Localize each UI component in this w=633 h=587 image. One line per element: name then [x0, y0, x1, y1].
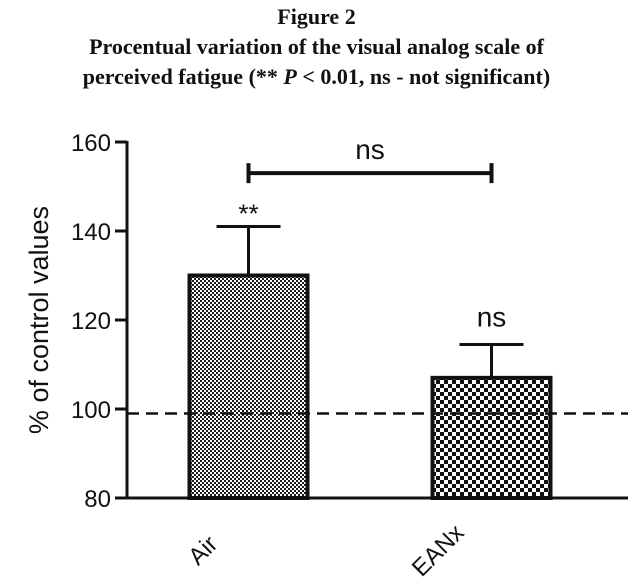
comparison-label: ns [355, 134, 385, 165]
x-tick-label: EANx [407, 519, 469, 581]
figure-title-line-2: perceived fatigue (** P < 0.01, ns - not… [0, 62, 633, 92]
bar [430, 375, 553, 501]
y-tick-label: 80 [84, 486, 111, 513]
bar-annotation: ** [238, 199, 258, 229]
figure-title-suffix: < 0.01, ns - not significant) [296, 64, 551, 89]
figure-title-line-1: Procentual variation of the visual analo… [89, 34, 544, 59]
x-tick-labels: Air EANx [183, 519, 469, 581]
bar [187, 273, 310, 500]
figure-caption: Figure 2 Procentual variation of the vis… [0, 2, 633, 92]
x-tick-label: Air [183, 531, 223, 571]
y-ticks: 80 100 120 140 160 [71, 130, 127, 513]
y-axis-label: % of control values [24, 206, 54, 434]
annotations: ** ns [238, 199, 506, 333]
y-tick-label: 140 [71, 219, 111, 246]
y-tick-label: 120 [71, 308, 111, 335]
comparison-bracket: ns [246, 134, 494, 184]
error-bars [216, 225, 524, 378]
bar-annotation: ns [477, 301, 507, 332]
y-tick-label: 100 [71, 397, 111, 424]
figure-label: Figure 2 [277, 4, 356, 29]
figure-title-prefix: perceived fatigue (** [82, 64, 284, 89]
y-tick-label: 160 [71, 130, 111, 157]
p-symbol: P [283, 64, 297, 89]
